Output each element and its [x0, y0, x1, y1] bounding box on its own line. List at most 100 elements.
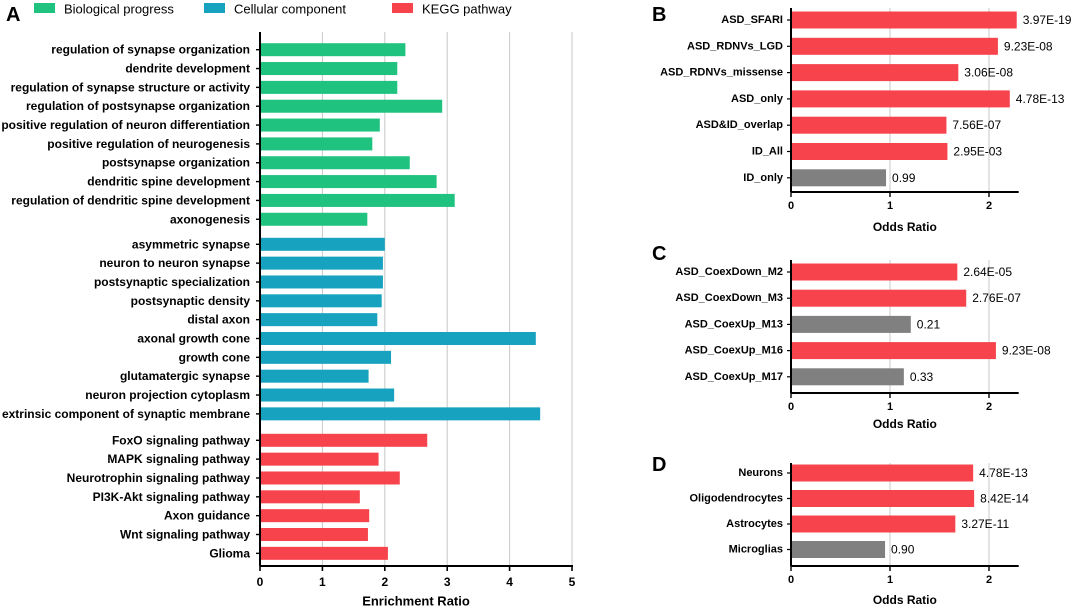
- x-axis-label: Odds Ratio: [873, 593, 937, 607]
- x-tick-label: 0: [788, 200, 794, 212]
- panel-letter: C: [652, 243, 666, 265]
- x-tick-label: 0: [788, 401, 794, 413]
- legend-swatch: [392, 3, 413, 13]
- data-label: 9.23E-08: [1004, 39, 1053, 53]
- category-label: asymmetric synapse: [132, 237, 250, 251]
- bar: [260, 237, 385, 251]
- data-label: 4.78E-13: [979, 466, 1028, 480]
- bar: [260, 528, 368, 541]
- category-label: regulation of postsynapse organization: [26, 99, 250, 113]
- bar: [260, 433, 428, 447]
- bar: [791, 143, 948, 160]
- category-label: axonogenesis: [170, 212, 250, 226]
- bar: [260, 490, 360, 504]
- bar: [260, 546, 388, 560]
- category-label: FoxO signaling pathway: [112, 433, 250, 447]
- category-label: ASD_CoexDown_M2: [675, 266, 783, 278]
- data-label: 7.56E-07: [952, 118, 1001, 132]
- bar: [260, 471, 400, 485]
- bar: [260, 452, 379, 466]
- bar: [791, 64, 959, 82]
- data-label: 0.33: [910, 370, 934, 384]
- category-label: ASD_RDNVs_LGD: [687, 40, 783, 52]
- bar: [260, 407, 541, 421]
- bar: [260, 62, 398, 76]
- x-tick-label: 4: [506, 575, 513, 589]
- data-label: 0.99: [892, 171, 916, 185]
- category-label: ASD_CoexUp_M13: [685, 318, 783, 330]
- x-tick-label: 0: [788, 574, 794, 586]
- data-label: 2.64E-05: [963, 265, 1012, 279]
- category-label: Neurons: [738, 467, 783, 479]
- bar: [791, 11, 1017, 29]
- data-label: 3.97E-19: [1023, 13, 1072, 27]
- x-tick-label: 2: [986, 574, 992, 586]
- category-label: Glioma: [209, 546, 250, 560]
- x-tick-label: 0: [257, 575, 264, 589]
- category-label: Wnt signaling pathway: [120, 528, 250, 542]
- data-label: 2.76E-07: [972, 291, 1021, 305]
- category-label: Microglias: [729, 544, 783, 556]
- bar: [791, 90, 1010, 108]
- data-label: 8.42E-14: [980, 492, 1029, 506]
- x-tick-label: 2: [381, 575, 388, 589]
- bar: [260, 256, 383, 270]
- category-label: ASD_CoexUp_M17: [685, 371, 783, 383]
- data-label: 3.27E-11: [961, 517, 1009, 531]
- bar: [260, 212, 368, 226]
- bar: [791, 315, 911, 333]
- data-label: 0.90: [891, 543, 915, 557]
- category-label: MAPK signaling pathway: [107, 452, 250, 466]
- bar: [791, 37, 998, 55]
- category-label: regulation of dendritic spine developmen…: [11, 193, 250, 207]
- panel-letter: B: [652, 4, 666, 26]
- data-label: 3.06E-08: [964, 66, 1013, 80]
- category-label: ASD&ID_overlap: [696, 119, 784, 131]
- bar: [260, 275, 383, 289]
- category-label: growth cone: [179, 350, 251, 364]
- bar: [260, 137, 373, 151]
- category-label: dendrite development: [125, 62, 250, 76]
- x-tick-label: 3: [444, 575, 451, 589]
- bar: [791, 490, 975, 507]
- category-label: neuron projection cytoplasm: [85, 388, 250, 402]
- bar: [260, 509, 370, 523]
- category-label: ASD_CoexUp_M16: [685, 345, 783, 357]
- x-tick-label: 1: [887, 200, 893, 212]
- bar: [791, 263, 958, 281]
- x-tick-label: 1: [887, 574, 893, 586]
- category-label: postsynaptic specialization: [94, 275, 250, 289]
- category-label: ID_All: [752, 146, 783, 158]
- category-label: Oligodendrocytes: [689, 493, 783, 505]
- category-label: positive regulation of neuron differenti…: [1, 118, 250, 132]
- bar: [791, 541, 886, 558]
- category-label: extrinsic component of synaptic membrane: [2, 407, 250, 421]
- data-label: 2.95E-03: [953, 145, 1002, 159]
- category-label: dendritic spine development: [87, 175, 250, 189]
- category-label: neuron to neuron synapse: [99, 256, 250, 270]
- bar: [791, 464, 974, 482]
- bar: [260, 43, 406, 57]
- category-label: positive regulation of neurogenesis: [47, 137, 250, 151]
- legend-label: Biological progress: [64, 2, 174, 17]
- bar: [260, 99, 443, 113]
- category-label: distal axon: [187, 313, 250, 327]
- category-label: Neurotrophin signaling pathway: [67, 471, 251, 485]
- category-label: postsynaptic density: [131, 294, 251, 308]
- category-label: ASD_CoexDown_M3: [675, 292, 783, 304]
- bar: [791, 116, 947, 134]
- legend-label: KEGG pathway: [422, 2, 512, 17]
- bar: [260, 118, 380, 132]
- x-axis-label: Enrichment Ratio: [362, 594, 470, 609]
- bar: [260, 175, 437, 189]
- x-tick-label: 1: [887, 401, 893, 413]
- bar: [791, 515, 956, 533]
- category-label: Astrocytes: [726, 518, 783, 530]
- x-tick-label: 5: [569, 575, 576, 589]
- bar: [260, 388, 395, 402]
- bar: [260, 350, 392, 364]
- category-label: ASD_RDNVs_missense: [660, 67, 783, 79]
- x-axis-label: Odds Ratio: [873, 220, 937, 234]
